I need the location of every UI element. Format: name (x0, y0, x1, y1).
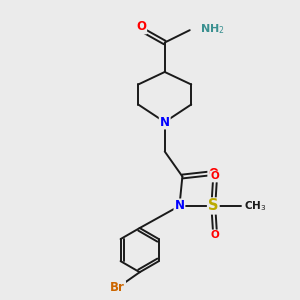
Text: N: N (160, 116, 170, 128)
Text: N: N (174, 200, 184, 212)
Text: S: S (208, 198, 219, 213)
Text: O: O (210, 172, 219, 182)
Text: O: O (136, 20, 146, 33)
Text: CH$_3$: CH$_3$ (244, 199, 266, 213)
Text: NH$_2$: NH$_2$ (200, 22, 225, 36)
Text: O: O (208, 167, 218, 180)
Text: Br: Br (110, 281, 125, 294)
Text: O: O (210, 230, 219, 240)
